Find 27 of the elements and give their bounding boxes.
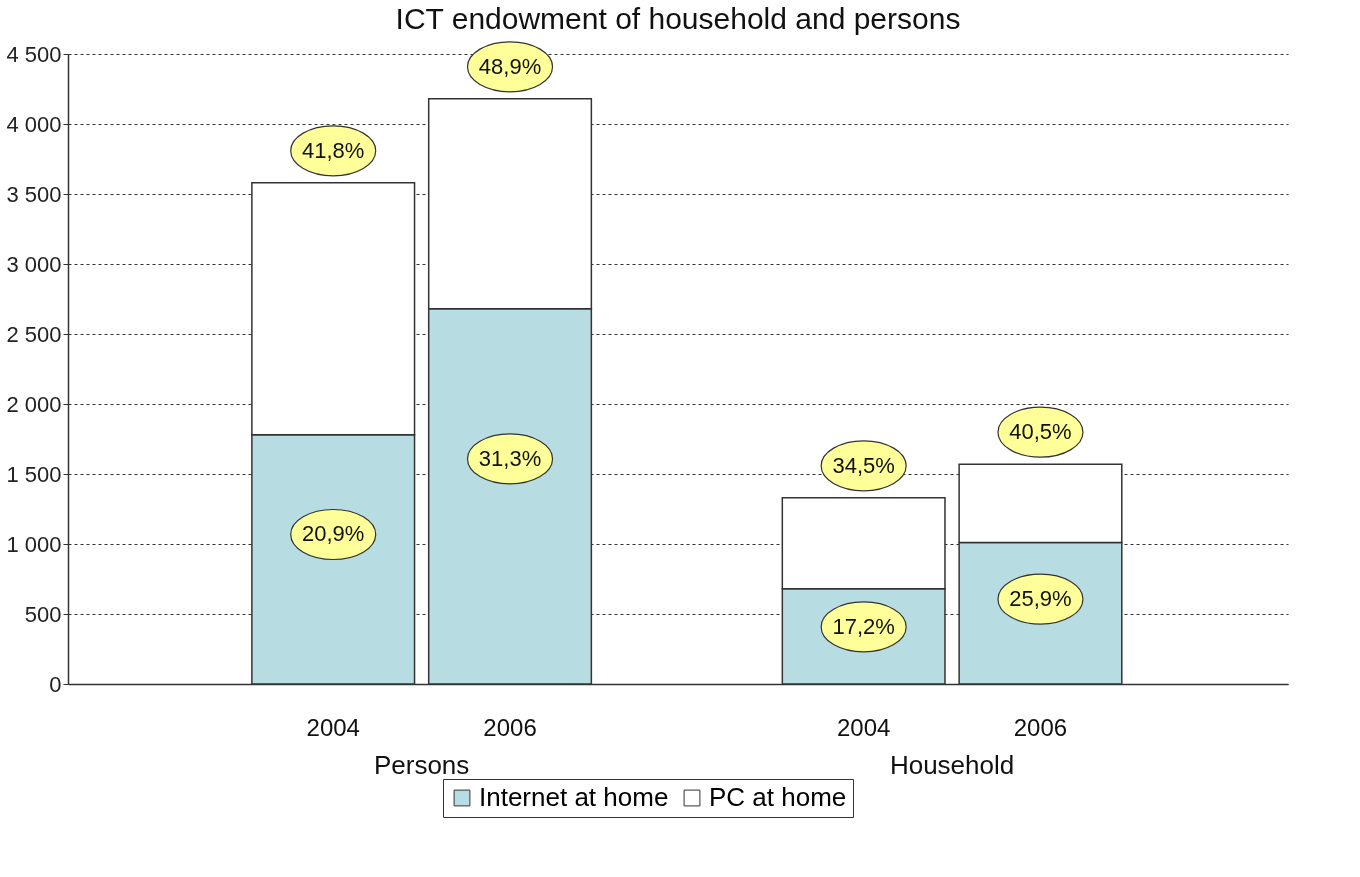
y-tick-label: 4 000 [6,111,62,137]
annotation: 20,9% [302,521,365,547]
x-tick-label: 2006 [1013,714,1068,741]
y-tick-label: 0 [49,671,62,697]
annotation: 25,9% [1009,586,1072,612]
y-tick-label: 500 [24,601,62,627]
annotation: 31,3% [478,445,542,471]
y-tick-label: 3 000 [6,251,62,277]
y-tick-label: 1 000 [6,531,62,557]
legend-label: PC at home [709,782,847,812]
text: Household [889,750,1015,780]
annotation: 41,8% [302,137,365,163]
text: Persons [373,750,470,780]
chart-title: ICT endowment of household and persons [395,2,961,36]
annotation: 40,5% [1009,419,1072,445]
legend-label: Internet at home [479,782,669,812]
y-tick-label: 2 500 [6,321,62,347]
annotation: 34,5% [832,452,895,478]
y-tick-label: 4 500 [6,41,62,67]
x-tick-label: 2004 [306,714,360,741]
annotation: 17,2% [832,613,895,639]
y-tick-label: 3 500 [6,181,62,207]
y-tick-label: 1 500 [6,461,62,487]
annotation: 48,9% [478,53,542,79]
x-tick-label: 2006 [483,714,537,741]
y-tick-label: 2 000 [6,391,62,417]
x-tick-label: 2004 [836,714,891,741]
